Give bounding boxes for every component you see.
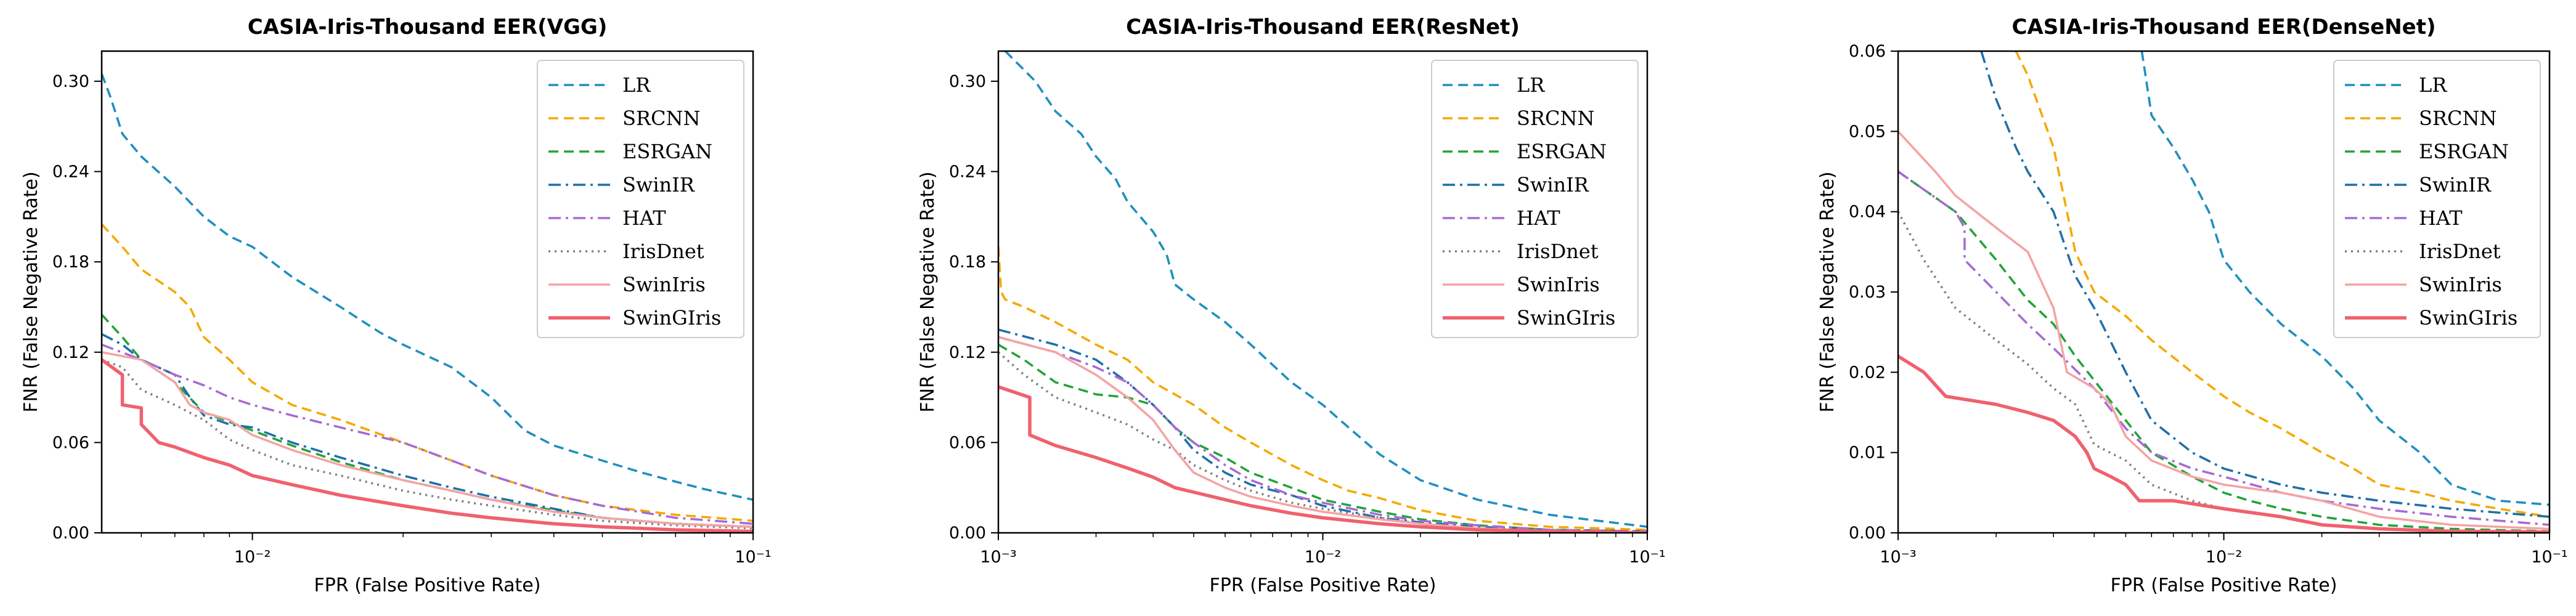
legend-box xyxy=(1431,60,1639,338)
series-line-lr xyxy=(102,73,753,501)
y-tick-label: 0.30 xyxy=(52,72,89,91)
series-group xyxy=(1898,51,2550,533)
legend-label: ESRGAN xyxy=(622,140,712,163)
y-tick-label: 0.00 xyxy=(1849,524,1886,543)
x-tick-label: 10⁻³ xyxy=(1880,548,1916,567)
y-tick-label: 0.18 xyxy=(52,253,89,272)
x-tick-label: 10⁻² xyxy=(2206,548,2242,567)
legend-label: LR xyxy=(2419,73,2447,97)
legend-label: SRCNN xyxy=(2419,107,2497,130)
x-tick-label: 10⁻² xyxy=(1305,548,1341,567)
x-tick-label: 10⁻² xyxy=(234,548,271,567)
series-line-srcnn xyxy=(998,246,1647,531)
legend-label: SwinIR xyxy=(1517,173,1589,197)
legend-label: SwinIris xyxy=(622,273,706,296)
legend-label: SwinIR xyxy=(2419,173,2492,197)
legend: LR SRCNN ESRGAN SwinIR HAT IrisDnet SwinIris Sw… xyxy=(2333,60,2541,338)
y-axis-label: FNR (False Negative Rate) xyxy=(917,171,939,412)
y-tick-label: 0.06 xyxy=(949,433,986,452)
legend-label: SRCNN xyxy=(1517,107,1595,130)
legend-label: IrisDnet xyxy=(2419,240,2501,263)
legend-label: ESRGAN xyxy=(2419,140,2509,163)
y-tick-label: 0.12 xyxy=(52,343,89,362)
y-tick-label: 0.06 xyxy=(52,433,89,452)
series-line-swingiris xyxy=(102,358,753,533)
legend-label: LR xyxy=(1517,73,1545,97)
legend-label: SwinGIris xyxy=(1517,306,1615,330)
x-tick-label: 10⁻¹ xyxy=(735,548,771,567)
series-line-irisdnet xyxy=(102,359,753,530)
legend-box xyxy=(2333,60,2541,338)
series-line-hat xyxy=(102,343,753,525)
x-tick-label: 10⁻¹ xyxy=(1629,548,1665,567)
chart-panel-3: CASIA-Iris-Thousand EER(DenseNet) 10⁻³ 10⁻… xyxy=(1817,15,2568,596)
legend-label: IrisDnet xyxy=(1517,240,1599,263)
chart-panel-2: CASIA-Iris-Thousand EER(ResNet) 10⁻³ 10⁻² 1… xyxy=(917,15,1666,596)
y-axis-label: FNR (False Negative Rate) xyxy=(1817,171,1838,412)
plot-frame xyxy=(100,50,754,534)
legend-label: SwinGIris xyxy=(2419,306,2517,330)
y-axis-label: FNR (False Negative Rate) xyxy=(20,171,42,412)
legend-label: SwinIris xyxy=(2419,273,2502,296)
series-line-esrgan xyxy=(102,314,753,528)
x-axis-label: FPR (False Positive Rate) xyxy=(1210,575,1437,596)
y-tick-label: 0.00 xyxy=(52,524,89,543)
legend: LR SRCNN ESRGAN SwinIR HAT IrisDnet SwinIris Sw… xyxy=(1431,60,1639,338)
legend-label: HAT xyxy=(622,206,666,230)
legend-label: SRCNN xyxy=(622,107,701,130)
legend-label: LR xyxy=(622,73,651,97)
series-line-srcnn xyxy=(2015,51,2550,518)
plot-frame xyxy=(1897,50,2551,534)
series-line-hat xyxy=(998,336,1647,533)
series-line-swinir xyxy=(102,333,753,528)
chart-title: CASIA-Iris-Thousand EER(ResNet) xyxy=(1126,15,1520,39)
y-tick-label: 0.06 xyxy=(1849,42,1886,61)
chart-title: CASIA-Iris-Thousand EER(DenseNet) xyxy=(2011,15,2435,39)
x-axis-label: FPR (False Positive Rate) xyxy=(2111,575,2338,596)
legend-label: ESRGAN xyxy=(1517,140,1607,163)
series-line-hat xyxy=(1898,171,2550,526)
legend-label: SwinGIris xyxy=(622,306,721,330)
y-tick-label: 0.18 xyxy=(949,253,986,272)
y-tick-label: 0.24 xyxy=(52,163,89,182)
legend-label: IrisDnet xyxy=(622,240,704,263)
legend-label: HAT xyxy=(1517,206,1560,230)
series-line-swinir xyxy=(998,328,1647,533)
series-group xyxy=(998,51,1647,533)
legend-label: SwinIR xyxy=(622,173,695,197)
x-tick-label: 10⁻³ xyxy=(980,548,1016,567)
series-line-lr xyxy=(1004,51,1647,528)
series-line-irisdnet xyxy=(1898,211,2550,533)
y-tick-label: 0.05 xyxy=(1849,122,1886,141)
y-tick-label: 0.04 xyxy=(1849,203,1886,222)
legend-label: HAT xyxy=(2419,206,2463,230)
y-tick-label: 0.01 xyxy=(1849,444,1886,463)
series-line-swiniris xyxy=(998,336,1647,533)
y-tick-label: 0.03 xyxy=(1849,283,1886,302)
series-line-lr xyxy=(2140,51,2550,506)
series-line-swiniris xyxy=(1898,131,2550,530)
x-axis-label: FPR (False Positive Rate) xyxy=(314,575,541,596)
series-group xyxy=(102,73,753,533)
series-line-swingiris xyxy=(1898,354,2550,533)
y-tick-label: 0.24 xyxy=(949,163,986,182)
plot-frame xyxy=(997,50,1649,534)
chart-title: CASIA-Iris-Thousand EER(VGG) xyxy=(248,15,608,39)
y-tick-label: 0.30 xyxy=(949,72,986,91)
legend: LR SRCNN ESRGAN SwinIR HAT IrisDnet SwinIris Sw… xyxy=(537,60,744,338)
chart-panel-1: CASIA-Iris-Thousand EER(VGG) 10⁻² 10⁻¹ 0.00… xyxy=(20,15,772,596)
legend-label: SwinIris xyxy=(1517,273,1600,296)
y-tick-label: 0.00 xyxy=(949,524,986,543)
y-tick-label: 0.02 xyxy=(1849,363,1886,382)
y-tick-label: 0.12 xyxy=(949,343,986,362)
x-tick-label: 10⁻¹ xyxy=(2531,548,2567,567)
legend-box xyxy=(537,60,744,338)
series-line-swingiris xyxy=(998,385,1647,533)
series-line-swinir xyxy=(1980,51,2550,518)
series-line-swiniris xyxy=(102,351,753,528)
